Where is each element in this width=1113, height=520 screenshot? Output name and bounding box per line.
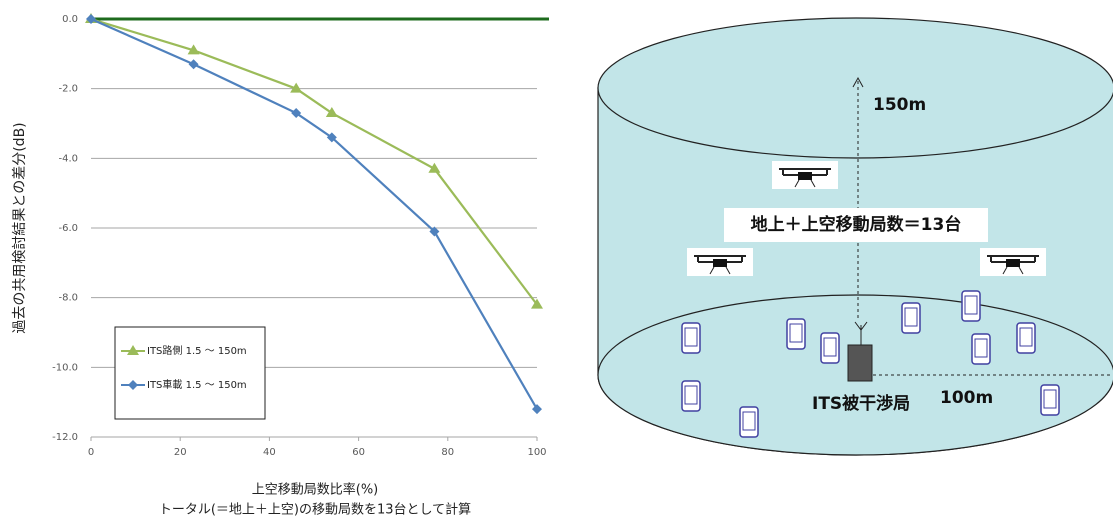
phone-screen	[1019, 327, 1033, 347]
note: トータル(＝地上＋上空)の移動局数を13台として計算	[159, 502, 471, 518]
antenna-head	[854, 321, 868, 331]
phone-screen	[742, 411, 756, 431]
drone	[779, 168, 831, 176]
y-tick-label: -8.0	[58, 293, 78, 304]
legend-marker	[128, 380, 138, 390]
marker	[325, 107, 338, 118]
drone-legs	[1002, 266, 1024, 275]
legend-label: ITS路側 1.5 ～ 150m	[147, 344, 247, 357]
cylinder-top	[597, 17, 1113, 159]
drone-legs	[794, 179, 816, 188]
legend-marker	[127, 345, 139, 355]
marker	[532, 404, 542, 415]
x-tick-label: 20	[174, 447, 187, 458]
series-line	[90, 17, 538, 306]
drone	[987, 255, 1039, 263]
x-axis-label: 上空移動局数比率(%)	[252, 482, 379, 498]
phone-screen	[974, 338, 988, 358]
marker	[428, 162, 441, 173]
phone-screen	[904, 307, 918, 327]
legend-label: ITS車載 1.5 ～ 150m	[147, 378, 247, 391]
x-tick-label: 40	[263, 447, 276, 458]
marker	[290, 82, 303, 93]
y-axis-label: 過去の共用検討結果との差分(dB)	[12, 122, 28, 333]
arrow-head	[852, 76, 864, 88]
phone-screen	[789, 323, 803, 343]
x-tick-label: 80	[441, 447, 454, 458]
drone-legs	[709, 266, 731, 275]
y-tick-label: -6.0	[58, 223, 78, 234]
legend-box	[114, 326, 266, 420]
drone-body	[1006, 259, 1020, 267]
drone-body	[798, 172, 812, 180]
drone-body	[713, 259, 727, 267]
marker	[429, 226, 440, 237]
y-tick-label: -12.0	[52, 432, 78, 443]
cylinder-diagram: 150m 地上＋上空移動局数＝13台 ITS被干渉局 100m	[597, 17, 1113, 456]
marker	[326, 132, 337, 143]
drone	[694, 255, 746, 263]
radius-label: 100m	[940, 388, 993, 408]
count-label: 地上＋上空移動局数＝13台	[751, 214, 962, 235]
marker	[291, 108, 302, 119]
its-station	[847, 344, 873, 382]
drones	[687, 161, 1046, 276]
y-tick-label: -4.0	[58, 153, 78, 164]
marker	[188, 59, 199, 70]
marker	[531, 298, 543, 309]
marker	[86, 14, 96, 24]
count-box	[724, 208, 988, 242]
y-tick-label: -2.0	[58, 84, 78, 95]
station-label: ITS被干渉局	[812, 393, 910, 414]
phone-screen	[684, 327, 698, 347]
x-tick-label: 60	[352, 447, 365, 458]
marker	[187, 44, 200, 55]
x-tick-label: 100	[527, 447, 546, 458]
height-label: 150m	[873, 95, 926, 115]
phones	[681, 290, 1060, 438]
series-line	[90, 17, 538, 410]
y-tick-label: 0.0	[62, 14, 78, 25]
phone-screen	[964, 295, 978, 315]
x-tick-label: 0	[88, 447, 94, 458]
phone-screen	[823, 337, 837, 357]
phone-screen	[684, 385, 698, 405]
phone-screen	[1043, 389, 1057, 409]
y-tick-label: -10.0	[52, 362, 78, 373]
